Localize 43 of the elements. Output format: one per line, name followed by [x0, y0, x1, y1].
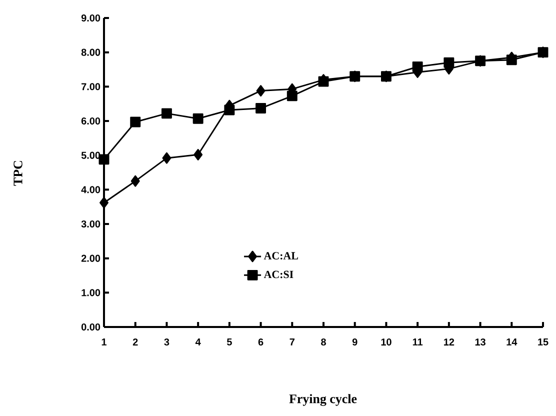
y-tick-label: 9.00 — [81, 14, 100, 22]
point — [412, 62, 423, 72]
point — [130, 116, 141, 128]
x-tick-label: 9 — [352, 338, 358, 346]
point — [161, 108, 172, 119]
x-tick-label: 11 — [412, 338, 423, 346]
x-tick-label: 4 — [195, 338, 201, 346]
y-tick-label: 4.00 — [81, 186, 100, 194]
point — [98, 154, 110, 165]
point — [444, 57, 454, 68]
x-tick-label: 14 — [506, 338, 518, 346]
y-tick-label: 3.00 — [81, 220, 100, 228]
point — [256, 103, 266, 114]
x-tick-label: 12 — [444, 338, 454, 346]
point — [194, 148, 203, 160]
x-tick-label: 10 — [381, 338, 392, 346]
point — [286, 90, 298, 102]
y-tick-label: 0.00 — [81, 323, 100, 331]
x-tick-label: 15 — [538, 338, 548, 346]
point — [506, 54, 517, 66]
y-tick-label: 6.00 — [81, 117, 100, 125]
x-tick-label: 7 — [290, 338, 294, 346]
y-tick-label: 2.00 — [81, 254, 100, 262]
x-axis-title: Frying cycle — [289, 394, 357, 406]
x-tick-label: 3 — [164, 338, 170, 346]
x-tick-label: 13 — [475, 338, 486, 346]
x-tick-label: 5 — [226, 338, 232, 346]
x-tick-label: 1 — [102, 338, 106, 346]
x-tick-label: 6 — [258, 338, 264, 346]
y-tick-label: 7.00 — [82, 83, 100, 90]
point — [130, 175, 140, 187]
point — [100, 196, 108, 208]
legend-label: AC:AL — [264, 252, 298, 260]
legend-label: AC:SI — [264, 270, 294, 278]
point — [256, 85, 266, 97]
point — [224, 104, 235, 116]
x-tick-label: 8 — [321, 338, 326, 346]
y-tick-label: 1.00 — [82, 289, 100, 296]
y-axis-title: TPC — [14, 161, 22, 186]
point — [162, 152, 172, 164]
point — [192, 113, 204, 124]
y-tick-label: 8.00 — [81, 48, 100, 56]
x-tick-label: 2 — [132, 338, 138, 346]
